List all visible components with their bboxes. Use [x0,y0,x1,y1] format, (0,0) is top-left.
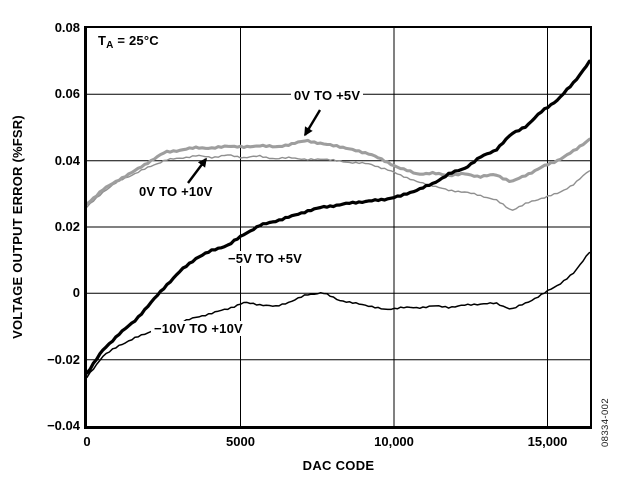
x-tick-label: 0 [83,434,91,449]
trace-2 [87,59,590,375]
series-label-0v-to-10v: 0V TO +10V [136,184,216,199]
y-tick-label: 0 [72,285,80,301]
temperature-note: TA = 25°C [98,33,159,51]
series-label-minus5v-to-5v: −5V TO +5V [225,251,306,266]
trace-1 [87,154,590,211]
plot-area [84,26,592,429]
x-tick-label: 10,000 [374,434,414,449]
series-label-0v-to-5v: 0V TO +5V [291,88,364,103]
y-tick-label: 0.08 [54,20,80,35]
series-label-minus10v-to-10v: −10V TO +10V [151,321,246,336]
y-tick-label: 0.04 [54,152,80,168]
y-tick-label: −0.04 [47,418,80,433]
temperature-note-value: = 25°C [113,33,159,48]
y-tick-label: 0.02 [54,219,80,234]
y-tick-label: 0.06 [54,86,80,102]
trace-0 [87,137,590,206]
figure-number: 08334-002 [600,397,611,447]
x-tick-label: 5000 [226,434,255,449]
temperature-note-symbol: T [98,33,107,48]
annotation-arrow-0v-to-10v [187,157,207,184]
trace-3 [87,251,590,379]
x-axis-title: DAC CODE [302,458,375,473]
y-axis-title: VOLTAGE OUTPUT ERROR (%FSR) [10,115,25,339]
annotation-arrow-0v-to-5v [303,109,322,137]
temperature-note-subscript: A [106,40,114,51]
y-tick-label: −0.02 [47,351,80,367]
x-tick-label: 15,000 [527,434,568,449]
